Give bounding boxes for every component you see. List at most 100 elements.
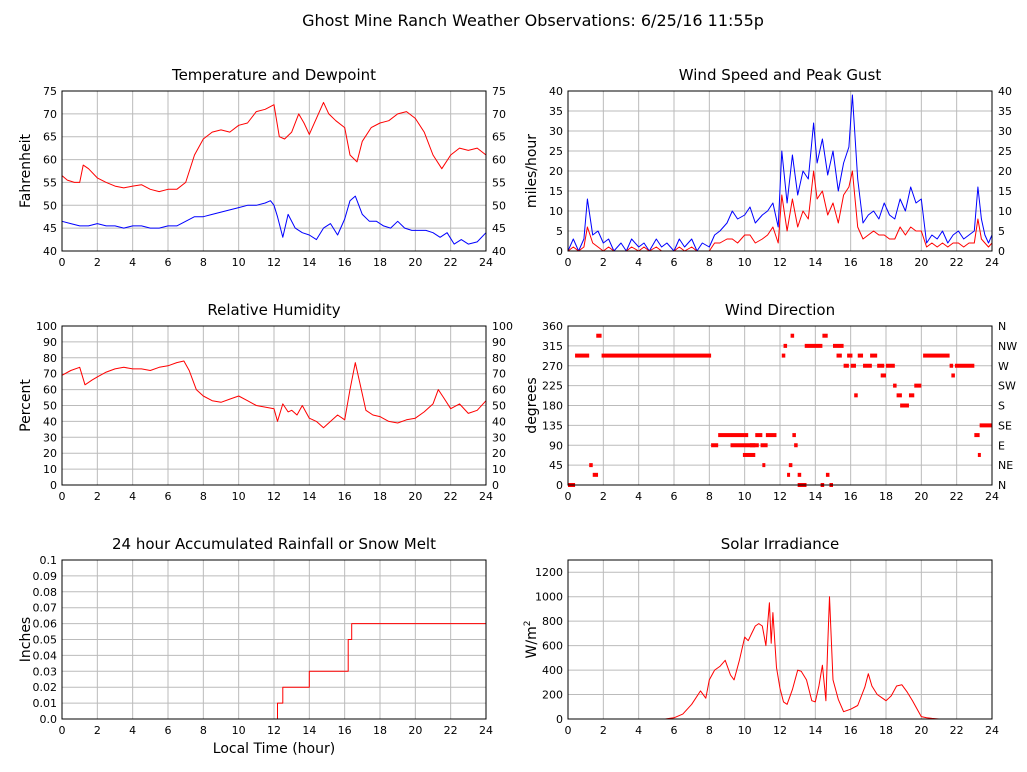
direction-xtick-label: 6 (671, 490, 678, 503)
direction-xtick-label: 20 (914, 490, 928, 503)
solar-ytick-label: 1200 (535, 566, 563, 579)
wind-xtick-label: 10 (738, 256, 752, 269)
direction-direction-mark (742, 452, 756, 457)
direction-direction-mark (977, 452, 981, 457)
direction-direction-mark (792, 433, 796, 438)
direction-direction-mark (847, 353, 853, 358)
humidity-xtick-label: 12 (267, 490, 281, 503)
temp-frame (61, 90, 487, 252)
solar-xtick-label: 10 (738, 724, 752, 737)
humidity-right-tick-label: 80 (492, 352, 506, 365)
humidity-right-tick-label: 50 (492, 400, 506, 413)
humidity-right-tick-label: 30 (492, 431, 506, 444)
direction-xtick-label: 8 (706, 490, 713, 503)
wind-y-axis-label-text: miles/hour (524, 134, 540, 208)
solar-frame (567, 559, 993, 720)
page-title: Ghost Mine Ranch Weather Observations: 6… (302, 11, 764, 30)
solar-ytick-label: 200 (542, 689, 563, 702)
solar-y-axis-label-superscript: 2 (523, 621, 533, 627)
solar-xtick-label: 4 (635, 724, 642, 737)
rain-xtick-label: 14 (302, 724, 316, 737)
rain-ytick-label: 0.06 (33, 618, 58, 631)
direction-right-tick-label: NW (998, 340, 1017, 353)
direction-xtick-label: 16 (844, 490, 858, 503)
direction-direction-mark (749, 443, 759, 448)
wind-frame (567, 90, 993, 252)
wind-series-1 (567, 170, 993, 252)
solar-xtick-label: 8 (706, 724, 713, 737)
temp-ytick-label: 65 (43, 131, 57, 144)
solar-xtick-label: 0 (565, 724, 572, 737)
wind-right-tick-label: 20 (998, 165, 1012, 178)
temp-xtick-label: 6 (165, 256, 172, 269)
temp-xtick-label: 0 (59, 256, 66, 269)
temp-xtick-label: 24 (479, 256, 493, 269)
rain-ytick-label: 0.1 (40, 554, 58, 567)
temp-y-axis-label: Fahrenheit (18, 133, 34, 208)
humidity-xtick-label: 8 (200, 490, 207, 503)
rain-xtick-label: 18 (373, 724, 387, 737)
solar-xtick-label: 20 (914, 724, 928, 737)
rain-ytick-label: 0.03 (33, 665, 58, 678)
direction-direction-mark (896, 393, 902, 398)
direction-xtick-label: 0 (565, 490, 572, 503)
wind-xtick-label: 14 (808, 256, 822, 269)
rain-ytick-label: 0.02 (33, 681, 58, 694)
solar-y-axis-label: W/m2 (523, 621, 540, 659)
solar-xtick-label: 6 (671, 724, 678, 737)
rain-xtick-label: 12 (267, 724, 281, 737)
rain-xtick-label: 8 (200, 724, 207, 737)
direction-y-axis-label: degrees (524, 377, 540, 433)
direction-direction-mark (804, 343, 823, 348)
humidity-xtick-label: 10 (232, 490, 246, 503)
solar-panel: 0 2 4 6 8 10 12 14 16 18 20 22 240200400600800100012… (523, 535, 999, 737)
wind-xtick-label: 2 (600, 256, 607, 269)
solar-ytick-label: 600 (542, 640, 563, 653)
temp-right-tick-label: 40 (492, 245, 506, 258)
wind-right-tick-label: 35 (998, 105, 1012, 118)
solar-y-axis-label-text: W/m (524, 626, 540, 658)
humidity-ytick-label: 50 (43, 400, 57, 413)
wind-right-tick-label: 10 (998, 205, 1012, 218)
solar-ytick-label: 800 (542, 615, 563, 628)
solar-xtick-label: 12 (773, 724, 787, 737)
direction-direction-mark (762, 463, 766, 468)
humidity-frame (61, 325, 487, 486)
rain-y-axis-label-text: Inches (18, 617, 34, 662)
direction-xtick-label: 24 (985, 490, 999, 503)
direction-direction-mark (923, 353, 950, 358)
direction-y-axis-label-text: degrees (524, 377, 540, 433)
direction-right-tick-label: SW (998, 380, 1016, 393)
rain-xtick-label: 0 (59, 724, 66, 737)
direction-direction-mark (596, 333, 602, 338)
direction-direction-mark (592, 472, 599, 477)
humidity-ytick-label: 60 (43, 384, 57, 397)
rain-xtick-label: 24 (479, 724, 493, 737)
humidity-ytick-label: 0 (50, 479, 57, 492)
direction-ytick-label: 180 (542, 400, 563, 413)
wind-ytick-label: 35 (549, 105, 563, 118)
direction-direction-mark (836, 353, 842, 358)
direction-direction-mark (954, 363, 975, 368)
wind-ytick-label: 20 (549, 165, 563, 178)
direction-ytick-label: 360 (542, 320, 563, 333)
direction-right-tick-label: N (998, 479, 1006, 492)
humidity-right-tick-label: 90 (492, 336, 506, 349)
temp-right-tick-label: 70 (492, 108, 506, 121)
temp-series-1 (61, 195, 487, 245)
rain-ytick-label: 0.07 (33, 602, 58, 615)
direction-right-tick-label: S (998, 400, 1005, 413)
humidity-right-tick-label: 70 (492, 368, 506, 381)
direction-direction-mark (857, 353, 864, 358)
rain-series-0 (62, 623, 486, 720)
wind-xtick-label: 18 (879, 256, 893, 269)
temp-xtick-label: 2 (94, 256, 101, 269)
humidity-right-tick-label: 60 (492, 384, 506, 397)
rain-xtick-label: 4 (129, 724, 136, 737)
humidity-ytick-label: 80 (43, 352, 57, 365)
direction-direction-mark (822, 333, 828, 338)
direction-ytick-label: 270 (542, 360, 563, 373)
wind-xtick-label: 22 (950, 256, 964, 269)
solar-ytick-label: 0 (556, 713, 563, 726)
